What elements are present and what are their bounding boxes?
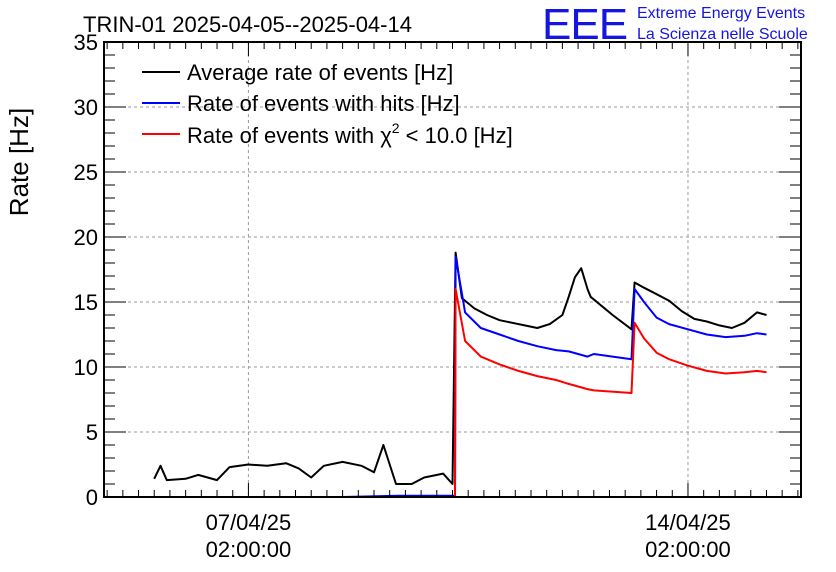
brand-line-1: Extreme Energy Events bbox=[637, 5, 805, 22]
legend-label-average: Average rate of events [Hz] bbox=[187, 60, 453, 85]
brand-line-2: La Scienza nelle Scuole bbox=[637, 26, 808, 43]
series-chi2-rate bbox=[154, 288, 767, 498]
axis-ticks bbox=[104, 41, 801, 498]
series-layer bbox=[153, 251, 767, 498]
legend-chi2-threshold: < 10.0 [Hz] bbox=[400, 123, 513, 148]
y-tick-label: 10 bbox=[74, 355, 98, 380]
legend-label-hits: Rate of events with hits [Hz] bbox=[187, 91, 460, 116]
y-tick-label: 25 bbox=[74, 160, 98, 185]
legend-chi2-superscript: 2 bbox=[392, 120, 400, 136]
y-axis-label: Rate [Hz] bbox=[4, 108, 34, 216]
chart-title: TRIN-01 2025-04-05--2025-04-14 bbox=[83, 12, 412, 37]
y-tick-label: 5 bbox=[86, 420, 98, 445]
legend: Average rate of events [Hz] Rate of even… bbox=[142, 60, 513, 148]
legend-label-chi2: Rate of events with χ2 < 10.0 [Hz] bbox=[187, 120, 513, 148]
legend-chi2-text: Rate of events with χ bbox=[187, 123, 392, 148]
y-tick-label: 35 bbox=[74, 30, 98, 55]
y-tick-label: 15 bbox=[74, 290, 98, 315]
eee-logo-mark: EEE bbox=[542, 0, 627, 49]
y-tick-label: 20 bbox=[74, 225, 98, 250]
y-tick-label: 30 bbox=[74, 95, 98, 120]
y-tick-labels: 0 5 10 15 20 25 30 35 bbox=[74, 30, 98, 510]
grid-lines bbox=[104, 42, 801, 497]
series-average-rate bbox=[153, 251, 767, 485]
eee-logo: EEE Extreme Energy Events La Scienza nel… bbox=[542, 0, 808, 49]
x-tick-label-date: 14/04/25 bbox=[645, 510, 731, 535]
x-tick-label-time: 02:00:00 bbox=[645, 537, 731, 562]
y-tick-label: 0 bbox=[86, 485, 98, 510]
x-tick-label-time: 02:00:00 bbox=[206, 537, 292, 562]
x-tick-label-date: 07/04/25 bbox=[206, 510, 292, 535]
